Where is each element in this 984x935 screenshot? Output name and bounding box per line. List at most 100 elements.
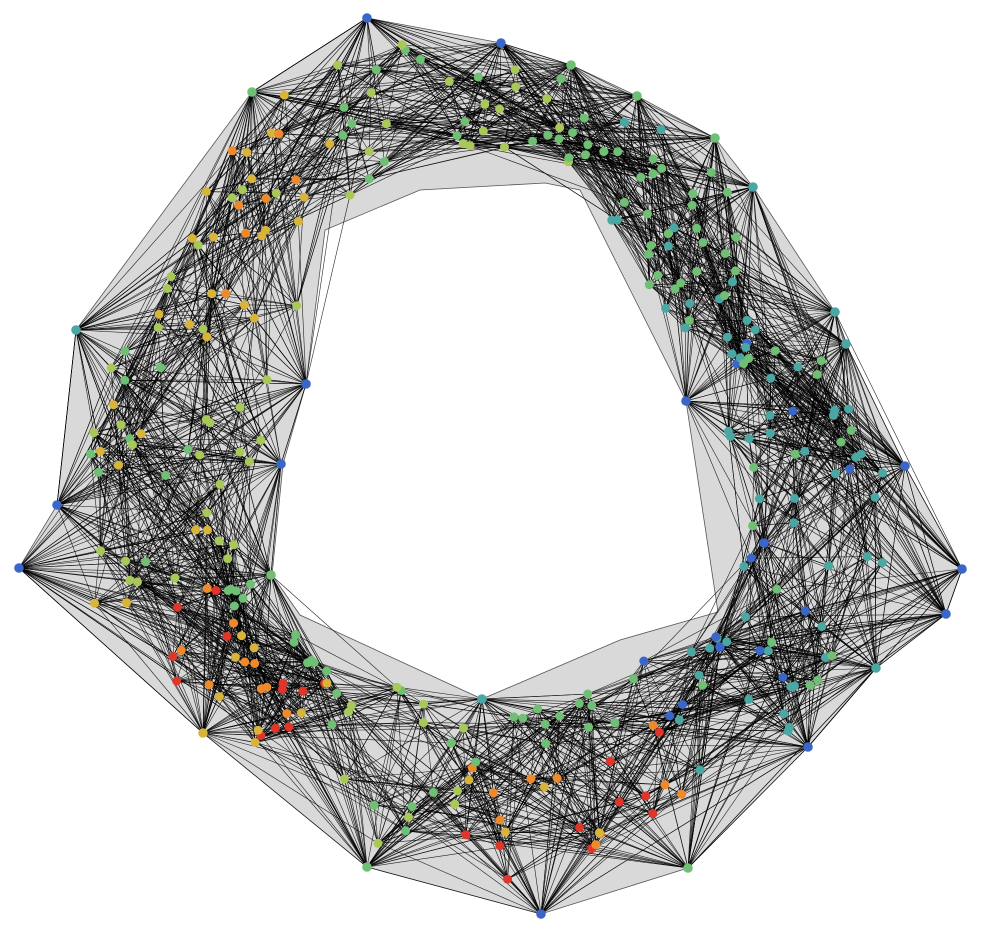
- graph-edge: [595, 844, 689, 869]
- graph-edge: [295, 634, 302, 713]
- graph-edge: [696, 228, 726, 254]
- graph-edge: [727, 192, 836, 313]
- graph-edge: [499, 794, 682, 847]
- graph-edge: [716, 637, 784, 714]
- graph-node: [750, 325, 760, 335]
- graph-edge: [636, 95, 681, 284]
- graph-edge: [668, 186, 754, 247]
- graph-edge: [465, 819, 501, 835]
- graph-edge: [783, 613, 947, 715]
- graph-node: [86, 449, 95, 459]
- graph-edge: [165, 383, 307, 476]
- graph-edge: [126, 602, 234, 624]
- graph-edge: [584, 95, 638, 119]
- graph-edge: [591, 746, 809, 849]
- graph-edge: [129, 579, 296, 636]
- graph-edge: [278, 133, 471, 146]
- graph-edge: [746, 320, 836, 474]
- graph-edge: [731, 353, 805, 452]
- graph-edge: [405, 830, 592, 849]
- graph-edge: [198, 235, 262, 246]
- graph-node: [229, 601, 239, 611]
- graph-node: [198, 728, 208, 738]
- graph-edge: [611, 192, 728, 221]
- graph-node: [332, 688, 342, 698]
- graph-edge: [743, 363, 876, 498]
- graph-edge: [18, 451, 101, 569]
- graph-edge: [165, 475, 234, 624]
- graph-edge: [172, 607, 178, 657]
- graph-edge: [475, 761, 501, 821]
- graph-edge: [730, 415, 834, 437]
- graph-edge: [209, 422, 272, 576]
- graph-edge: [500, 42, 654, 175]
- graph-node: [789, 518, 799, 528]
- graph-edge: [94, 540, 220, 604]
- graph-edge: [513, 716, 558, 779]
- graph-node: [687, 200, 697, 210]
- graph-edge: [743, 363, 798, 368]
- graph-edge: [585, 154, 648, 215]
- graph-edge: [789, 657, 826, 728]
- graph-edge: [719, 613, 947, 648]
- graph-edge: [730, 408, 849, 437]
- graph-node: [201, 187, 211, 197]
- graph-edge: [366, 866, 542, 915]
- graph-node: [296, 708, 306, 718]
- graph-edge: [373, 690, 402, 806]
- graph-edge: [245, 91, 253, 234]
- graph-edge: [94, 433, 142, 604]
- graph-edge: [278, 69, 377, 135]
- graph-node: [289, 637, 299, 647]
- graph-edge: [423, 722, 470, 781]
- graph-edge: [56, 504, 131, 581]
- graph-edge: [120, 424, 131, 581]
- graph-edge: [376, 69, 450, 82]
- graph-node: [587, 701, 597, 711]
- graph-edge: [711, 172, 754, 188]
- graph-node: [619, 117, 629, 127]
- graph-edge: [732, 281, 847, 345]
- graph-edge: [835, 473, 876, 498]
- graph-edge: [170, 276, 268, 380]
- graph-edge: [18, 567, 175, 579]
- graph-edge: [298, 221, 307, 385]
- graph-edge: [351, 123, 370, 179]
- graph-edge: [205, 419, 220, 541]
- graph-edge: [514, 69, 560, 128]
- graph-edge: [342, 17, 368, 136]
- graph-edge: [251, 64, 338, 93]
- graph-edge: [649, 192, 728, 285]
- graph-edge: [500, 42, 572, 66]
- graph-edge: [540, 715, 671, 915]
- graph-edge: [462, 104, 486, 144]
- graph-edge: [746, 320, 771, 416]
- graph-node: [654, 727, 664, 737]
- graph-node: [238, 593, 248, 603]
- graph-node: [496, 38, 506, 48]
- graph-edge: [206, 407, 241, 513]
- graph-edge: [748, 358, 834, 416]
- graph-node: [648, 169, 658, 179]
- graph-edge: [719, 568, 963, 648]
- graph-edge: [140, 433, 228, 559]
- graph-edge: [540, 699, 749, 915]
- graph-edge: [702, 648, 710, 686]
- graph-edge: [776, 468, 850, 590]
- graph-edge: [348, 711, 379, 844]
- graph-edge: [219, 407, 241, 485]
- graph-edge: [265, 161, 385, 231]
- graph-edge: [647, 213, 725, 296]
- graph-node: [584, 722, 594, 732]
- graph-edge: [280, 383, 307, 465]
- graph-edge: [568, 161, 669, 247]
- graph-edge: [556, 778, 600, 833]
- graph-edge: [90, 453, 244, 599]
- graph-edge: [522, 717, 701, 771]
- graph-edge: [540, 719, 680, 915]
- graph-edge: [504, 146, 586, 155]
- graph-edge: [619, 704, 683, 803]
- graph-edge: [769, 415, 877, 669]
- graph-edge: [129, 579, 236, 658]
- graph-edge: [789, 686, 795, 728]
